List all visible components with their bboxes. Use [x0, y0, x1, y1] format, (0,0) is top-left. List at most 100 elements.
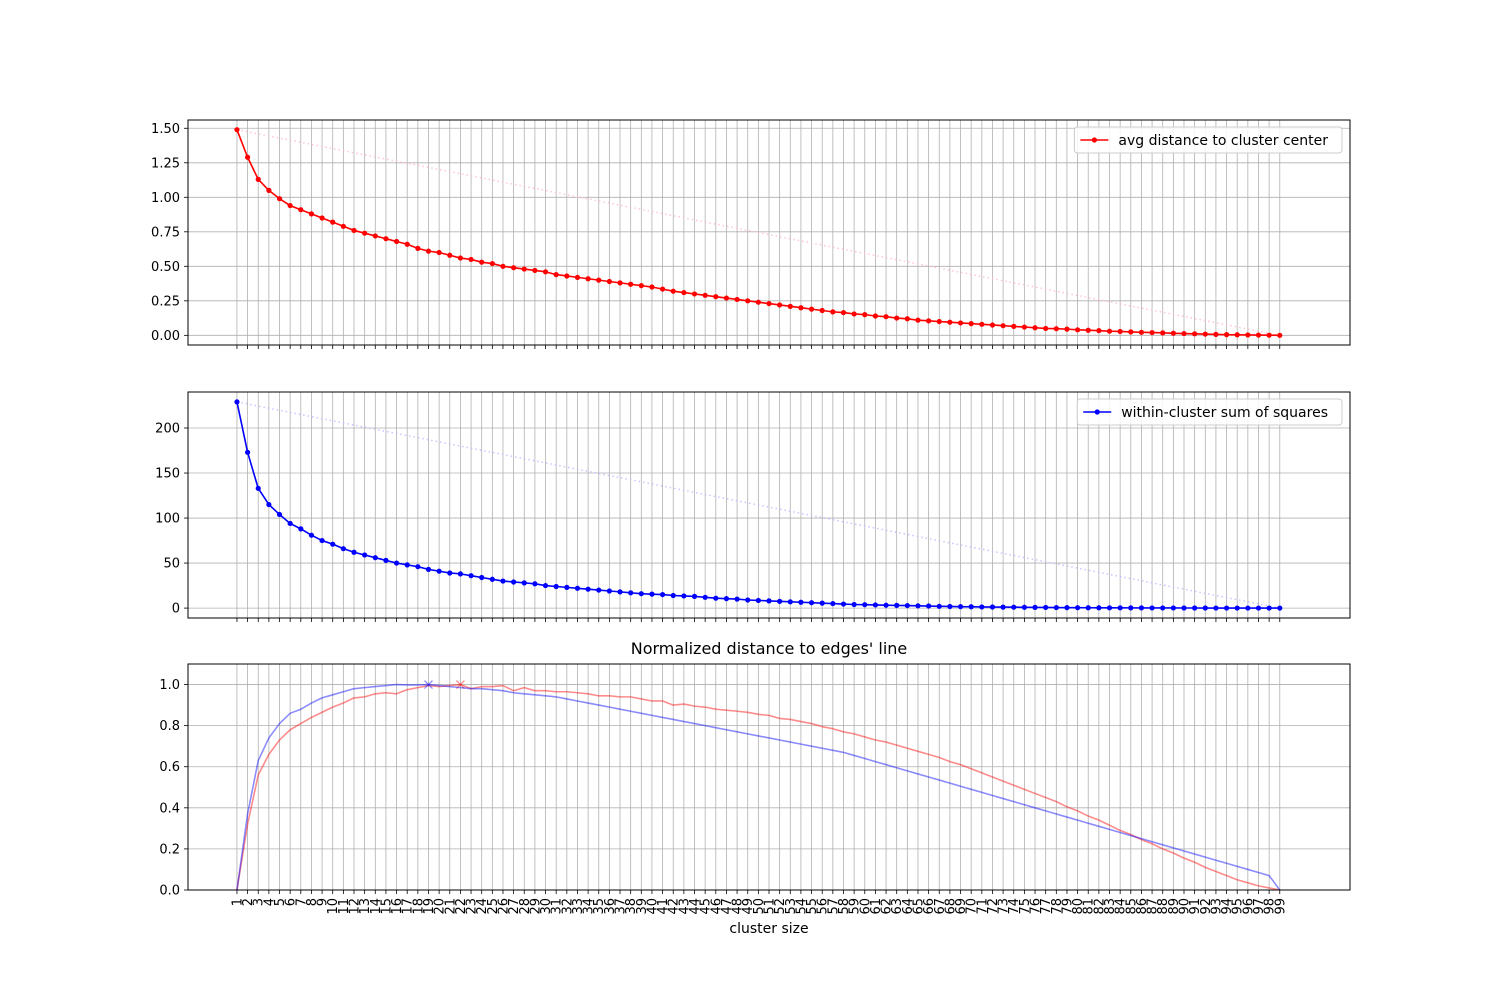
- data-point: [1255, 605, 1262, 611]
- x-tick-label: 47: [720, 898, 735, 915]
- data-point: [234, 399, 240, 405]
- x-tick-label: 11: [337, 898, 352, 915]
- data-point: [659, 286, 666, 292]
- data-point: [1096, 605, 1102, 611]
- data-point: [244, 449, 251, 455]
- data-point: [713, 595, 719, 601]
- data-point: [1213, 331, 1219, 337]
- data-point: [617, 589, 623, 595]
- data-point: [244, 154, 251, 160]
- x-tick-label: 58: [837, 898, 852, 915]
- data-point: [234, 127, 240, 133]
- data-point: [936, 603, 942, 609]
- data-point: [404, 241, 410, 247]
- y-tick-label: 0.50: [151, 260, 180, 275]
- data-point: [1074, 605, 1081, 611]
- data-point: [308, 211, 315, 217]
- x-tick-label: 39: [635, 898, 650, 915]
- data-point: [542, 269, 549, 275]
- x-tick-label: 91: [1188, 898, 1203, 915]
- data-point: [521, 266, 527, 272]
- data-point: [713, 294, 719, 300]
- x-tick-label: 14: [369, 898, 384, 915]
- data-point: [926, 318, 932, 324]
- data-point: [957, 604, 964, 610]
- x-tick-label: 10: [326, 898, 341, 915]
- y-tick-label: 1.25: [151, 156, 180, 171]
- data-point: [511, 265, 517, 271]
- data-point: [585, 276, 591, 282]
- data-point: [734, 596, 740, 602]
- data-point: [1213, 605, 1219, 611]
- data-point: [1266, 605, 1272, 611]
- data-point: [862, 312, 868, 318]
- data-point: [415, 245, 421, 251]
- data-point: [1138, 329, 1145, 335]
- data-point: [1011, 323, 1017, 329]
- x-tick-label: 48: [731, 898, 746, 915]
- chart-title: Normalized distance to edges' line: [631, 639, 908, 658]
- data-point: [574, 585, 581, 591]
- y-tick-label: 0.6: [159, 760, 180, 775]
- x-tick-label: 92: [1199, 898, 1214, 915]
- data-point: [1234, 605, 1240, 611]
- x-tick-label: 61: [869, 898, 884, 915]
- data-point: [287, 520, 293, 527]
- data-point: [553, 272, 559, 278]
- data-point: [500, 578, 506, 584]
- data-point: [989, 322, 996, 328]
- data-point: [777, 598, 783, 604]
- data-point: [351, 227, 357, 234]
- data-point: [1000, 323, 1006, 329]
- y-tick-label: 0: [172, 602, 180, 617]
- x-tick-label: 1: [230, 898, 245, 906]
- data-point: [457, 255, 464, 261]
- x-tick-label: 6: [284, 898, 299, 906]
- data-point: [734, 296, 740, 303]
- data-point: [532, 581, 538, 587]
- y-tick-label: 1.0: [159, 678, 180, 693]
- data-point: [1128, 605, 1134, 611]
- data-point: [723, 295, 730, 301]
- x-tick-label: 89: [1167, 898, 1182, 915]
- data-point: [1149, 329, 1155, 336]
- data-point: [1032, 604, 1038, 610]
- series-line: [236, 683, 1280, 891]
- x-tick-label: 18: [411, 898, 426, 915]
- x-tick-label: 67: [933, 898, 948, 915]
- x-tick-label: 22: [454, 898, 469, 915]
- data-point: [808, 306, 815, 312]
- data-point: [1192, 331, 1198, 337]
- data-point: [755, 597, 761, 604]
- x-tick-label: 86: [1135, 898, 1150, 915]
- x-tick-label: 88: [1156, 898, 1171, 915]
- x-tick-label: 17: [401, 898, 416, 915]
- y-tick-label: 0.25: [151, 294, 180, 309]
- x-tick-label: 74: [1007, 898, 1022, 915]
- data-point: [468, 573, 474, 579]
- data-point: [606, 278, 612, 285]
- y-tick-label: 1.50: [151, 122, 180, 137]
- data-point: [691, 291, 698, 297]
- y-tick-label: 100: [155, 512, 180, 527]
- x-tick-label: 21: [443, 898, 458, 915]
- data-point: [383, 236, 389, 242]
- data-point: [351, 549, 357, 555]
- data-point: [564, 584, 570, 590]
- legend-box: [1076, 398, 1343, 426]
- x-tick-label: 95: [1231, 898, 1246, 915]
- data-point: [968, 321, 974, 327]
- x-tick-label: 68: [943, 898, 958, 915]
- x-tick-label: 81: [1082, 898, 1097, 915]
- data-point: [1266, 332, 1272, 338]
- axes-frame: [187, 391, 1351, 619]
- x-tick-label: 42: [667, 898, 682, 915]
- data-point: [489, 576, 495, 582]
- data-point: [840, 309, 847, 316]
- x-tick-label: 15: [379, 898, 394, 915]
- x-tick-label: 24: [475, 898, 490, 915]
- data-point: [702, 292, 708, 298]
- x-tick-label: 78: [1050, 898, 1065, 915]
- x-tick-label: 23: [465, 898, 480, 915]
- legend-marker: [1094, 409, 1100, 415]
